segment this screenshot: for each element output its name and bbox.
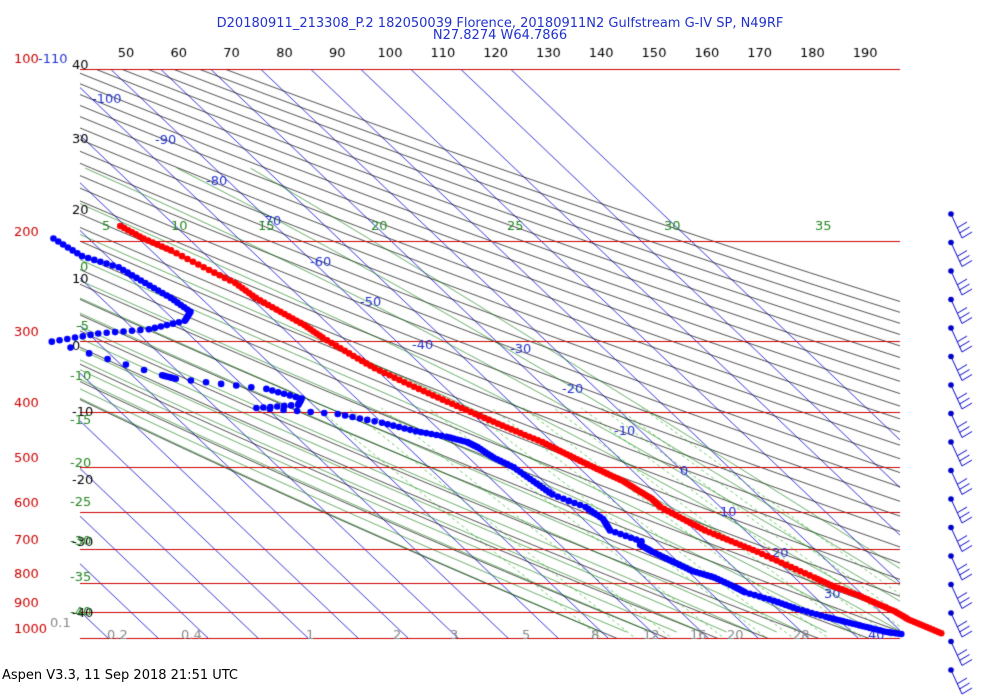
chart-title-line1: D20180911_213308_P.2 182050039 Florence,… (216, 16, 784, 31)
chart-title-line2: N27.8274 W64.7866 (432, 28, 568, 43)
footer-version: Aspen V3.3, 11 Sep 2018 21:51 UTC (2, 668, 239, 683)
